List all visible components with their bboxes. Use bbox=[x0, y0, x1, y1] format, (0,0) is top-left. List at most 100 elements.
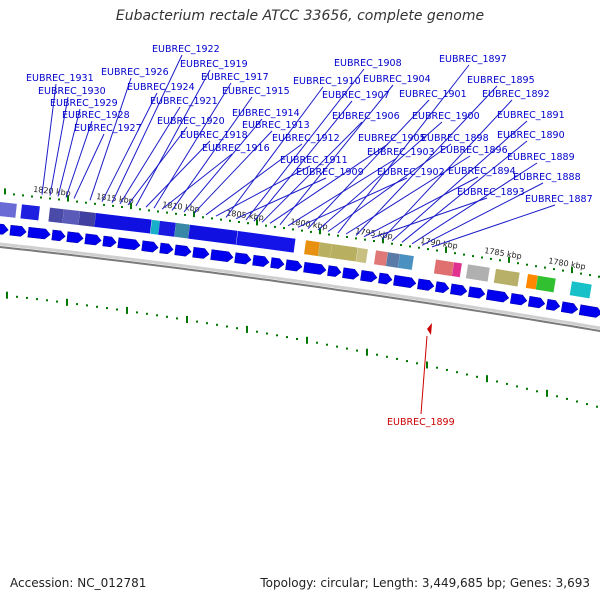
gene-arrow-shape bbox=[27, 226, 51, 240]
tick-mark bbox=[40, 196, 42, 199]
tick-mark bbox=[166, 211, 168, 214]
tick-mark bbox=[296, 338, 298, 340]
gene-arrow-shape bbox=[174, 244, 192, 257]
gene-arrow bbox=[84, 233, 102, 246]
feature-block bbox=[535, 275, 556, 293]
feature-rect bbox=[433, 259, 454, 277]
gene-arrow bbox=[342, 267, 360, 280]
feature-rect bbox=[150, 219, 160, 235]
tick-mark bbox=[266, 332, 268, 335]
leader-line bbox=[215, 165, 311, 217]
tick-mark bbox=[580, 272, 582, 275]
gene-label: EUBREC_1928 bbox=[62, 110, 130, 121]
map-title: Eubacterium rectale ATCC 33656, complete… bbox=[115, 8, 485, 24]
tick-mark bbox=[436, 366, 438, 369]
gene-arrow bbox=[417, 278, 435, 291]
gene-label: EUBREC_1909 bbox=[296, 167, 364, 178]
tick-mark bbox=[445, 246, 447, 253]
gene-arrow-shape bbox=[393, 275, 417, 288]
feature-rect bbox=[0, 201, 17, 218]
feature-block bbox=[451, 262, 462, 278]
feature-rect bbox=[318, 242, 332, 258]
tick-mark bbox=[526, 263, 528, 266]
feature-rect bbox=[355, 247, 368, 264]
feature-block bbox=[304, 240, 320, 257]
gene-arrow-shape bbox=[417, 278, 435, 291]
gene-label: EUBREC_1917 bbox=[201, 72, 269, 83]
tick-mark bbox=[346, 347, 348, 350]
gene-label: EUBREC_1903 bbox=[367, 147, 435, 158]
feature-block bbox=[0, 201, 17, 218]
gene-arrow-shape bbox=[159, 242, 174, 255]
gene-arrow-shape bbox=[327, 265, 342, 277]
gene-label: EUBREC_1927 bbox=[74, 123, 142, 134]
tick-mark bbox=[391, 242, 393, 245]
leader-line bbox=[135, 69, 211, 207]
tick-mark bbox=[576, 400, 578, 403]
tick-mark bbox=[112, 204, 114, 207]
gene-arrow bbox=[285, 259, 303, 272]
feature-rect bbox=[174, 222, 190, 239]
feature-rect bbox=[304, 240, 320, 257]
leader-line bbox=[431, 204, 556, 248]
tick-mark bbox=[319, 228, 321, 235]
feature-block bbox=[158, 220, 176, 237]
gene-label: EUBREC_1898 bbox=[421, 133, 489, 144]
tick-mark bbox=[506, 382, 508, 385]
gene-arrow bbox=[0, 223, 9, 235]
gene-label: EUBREC_1913 bbox=[242, 120, 310, 131]
gene-label: EUBREC_1892 bbox=[482, 89, 550, 100]
gene-arrow-shape bbox=[578, 304, 600, 318]
feature-rect bbox=[451, 262, 462, 278]
tick-mark bbox=[121, 206, 123, 208]
gene-arrow-shape bbox=[0, 223, 9, 235]
tick-mark bbox=[184, 213, 186, 216]
leader-line bbox=[279, 84, 394, 226]
tick-mark bbox=[286, 336, 288, 339]
leader-line bbox=[225, 86, 324, 218]
leader-line bbox=[307, 99, 430, 229]
tick-mark bbox=[193, 211, 195, 218]
tick-mark bbox=[598, 275, 600, 278]
tick-mark bbox=[544, 266, 546, 269]
tick-mark bbox=[556, 395, 558, 398]
gene-label: EUBREC_1905 bbox=[358, 133, 426, 144]
scale-label: 1785 kbp bbox=[484, 246, 523, 261]
gene-arrow-shape bbox=[252, 254, 270, 267]
gene-arrow bbox=[270, 257, 285, 269]
gene-arrow-shape bbox=[360, 270, 378, 283]
leader-line bbox=[381, 99, 513, 240]
tick-mark bbox=[490, 257, 492, 260]
gene-arrow bbox=[435, 281, 450, 293]
tick-mark bbox=[156, 314, 158, 317]
tick-mark bbox=[586, 403, 588, 406]
tick-mark bbox=[496, 380, 498, 383]
gene-arrow bbox=[51, 229, 66, 242]
tick-mark bbox=[16, 295, 18, 298]
feature-block bbox=[188, 224, 238, 245]
tick-mark bbox=[66, 298, 68, 306]
backbone-highlight bbox=[0, 242, 600, 330]
gene-arrow bbox=[141, 240, 159, 253]
leader-line bbox=[101, 92, 158, 202]
leader-line bbox=[261, 121, 363, 223]
label-leader-lines bbox=[41, 54, 556, 248]
feature-block bbox=[397, 253, 414, 270]
tick-mark bbox=[436, 249, 438, 252]
tick-mark bbox=[366, 348, 368, 356]
gene-arrow bbox=[27, 226, 51, 240]
tick-mark bbox=[136, 311, 138, 314]
tick-mark bbox=[328, 233, 330, 236]
feature-rect bbox=[330, 244, 358, 262]
tick-mark bbox=[355, 237, 357, 240]
gene-arrow bbox=[485, 289, 510, 303]
leader-line bbox=[111, 54, 183, 204]
gene-arrow bbox=[360, 270, 378, 283]
highlight-label: EUBREC_1899 bbox=[387, 417, 455, 428]
gene-arrow-shape bbox=[285, 259, 303, 272]
gene-arrow bbox=[450, 283, 468, 296]
tick-mark bbox=[274, 225, 276, 228]
tick-mark bbox=[346, 236, 348, 238]
gene-arrow-shape bbox=[378, 272, 393, 285]
gene-label: EUBREC_1914 bbox=[232, 108, 300, 119]
